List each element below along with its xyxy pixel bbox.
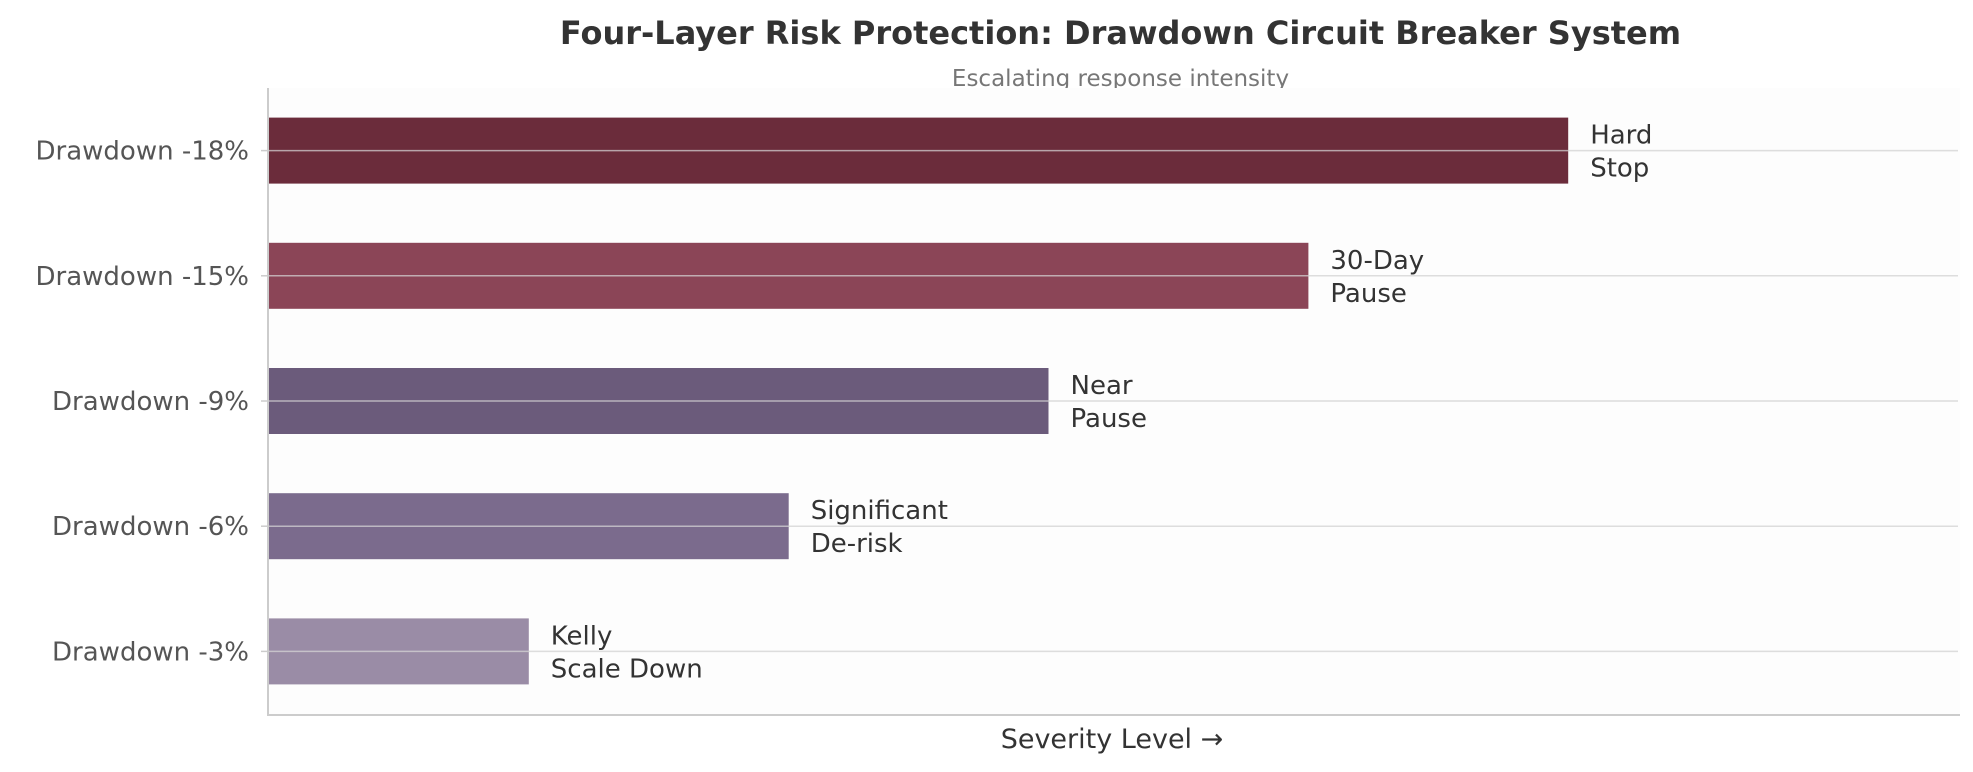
- bar-label: Near Pause: [1071, 371, 1147, 434]
- chart-subtitle: Escalating response intensity: [951, 66, 1290, 92]
- y-tick-label: Drawdown -15%: [36, 262, 250, 292]
- bar-label: Hard Stop: [1590, 121, 1652, 184]
- y-tick-label: Drawdown -9%: [52, 387, 249, 417]
- y-tick-label: Drawdown -18%: [36, 137, 250, 167]
- x-axis-label: Severity Level →: [1001, 724, 1224, 755]
- bar-label: Kelly Scale Down: [551, 621, 703, 684]
- label-layer: Kelly Scale Down Significant De-risk Near Pau…: [269, 121, 1958, 684]
- bar-label: Significant De-risk: [811, 496, 948, 559]
- bar-label: 30-Day Pause: [1330, 246, 1424, 309]
- chart-title: Four-Layer Risk Protection: Drawdown Cir…: [559, 14, 1682, 52]
- y-tick-label: Drawdown -3%: [52, 637, 249, 667]
- y-tick-label: Drawdown -6%: [52, 512, 249, 542]
- tick-layer: Drawdown -3% Drawdown -6% Drawdown -9% Draw…: [36, 137, 269, 667]
